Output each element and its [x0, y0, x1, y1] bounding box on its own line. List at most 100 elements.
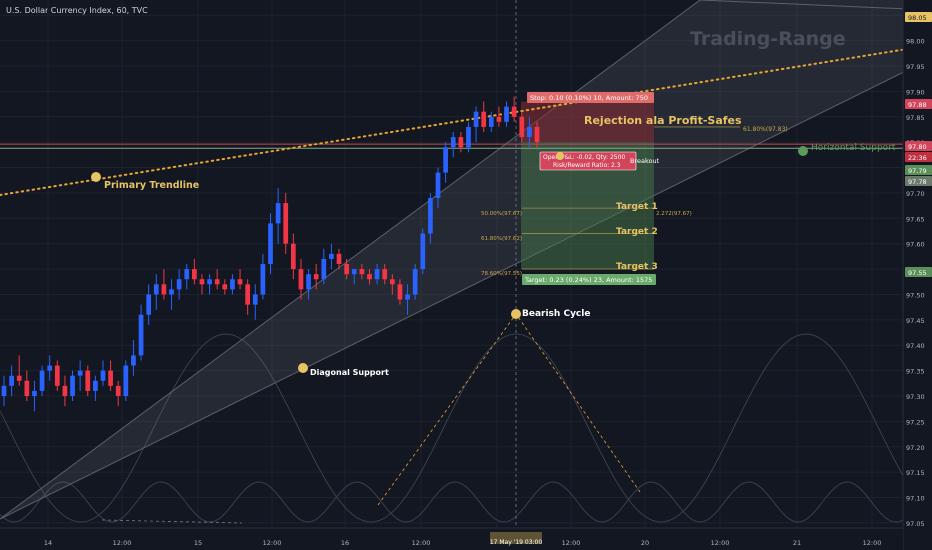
candle-body [275, 203, 281, 224]
candle-body [131, 355, 136, 366]
y-tick-label: 97.65 [906, 215, 925, 223]
candle-body [39, 370, 45, 391]
stop-box [527, 92, 654, 103]
x-tick-label: 20 [641, 539, 649, 547]
price-tag [905, 141, 932, 151]
candle-body [191, 269, 197, 280]
horizontal-support-marker [798, 146, 808, 156]
candle-body [16, 375, 22, 381]
target-box [522, 274, 656, 285]
price-tag [905, 165, 932, 175]
x-tick-label: 12:00 [863, 539, 882, 547]
risk-reward-label: Risk/Reward Ratio: 2.3 [553, 162, 621, 169]
candle-body [108, 370, 113, 386]
candle-body [481, 111, 487, 127]
candle-body [47, 365, 53, 371]
y-tick-label: 97.20 [906, 444, 925, 452]
primary-trendline-marker [91, 172, 101, 182]
crosshair-time-label: 17 May '19 03:00 [490, 539, 543, 546]
candle-body [9, 375, 14, 386]
candle-body [252, 294, 258, 305]
candle-body [466, 126, 471, 148]
price-tag [905, 267, 932, 277]
price-tag-label: 97.55 [908, 269, 927, 277]
candle-body [321, 258, 327, 280]
y-tick-label: 97.05 [906, 520, 925, 528]
diagonal-support-label: Diagonal Support [310, 368, 389, 377]
price-tag [905, 176, 932, 186]
x-tick-label: 12:00 [263, 539, 282, 547]
candle-body [367, 274, 372, 280]
candle-body [336, 253, 342, 264]
candle-body [207, 279, 212, 285]
candle-body [374, 269, 380, 280]
candle-body [443, 147, 448, 173]
candle-body [77, 370, 83, 376]
candle-body [24, 380, 30, 396]
candle-body [397, 284, 403, 300]
candle-body [237, 279, 243, 285]
x-tick-label: 12:00 [562, 539, 581, 547]
candle-body [511, 106, 517, 117]
y-tick-label: 97.70 [906, 190, 925, 198]
horizontal-support-label: Horizontal Support [811, 143, 896, 153]
bearish-cycle-marker [511, 309, 521, 319]
y-tick-label: 97.30 [906, 393, 925, 401]
primary-trendline-label: Primary Trendline [104, 180, 199, 191]
x-tick-label: 12:00 [711, 539, 730, 547]
x-tick-label: 21 [793, 539, 801, 547]
candle-body [405, 294, 410, 300]
candle-body [260, 264, 266, 295]
cycle-wave-short [0, 481, 904, 523]
candle-body [115, 385, 121, 396]
candle-body [382, 269, 388, 280]
channel-lower-line [0, 57, 932, 520]
candle-body [504, 106, 509, 122]
candle-body [450, 137, 456, 148]
stop-box-label: Stop: 0.10 (0.10%) 10, Amount: 750 [530, 94, 648, 102]
candle-body [161, 284, 167, 295]
candle-body [420, 233, 426, 270]
candle-body [230, 279, 235, 290]
y-tick-label: 97.85 [906, 114, 925, 122]
candle-body [298, 269, 304, 290]
channel-top-line [699, 0, 932, 11]
candle-body [359, 269, 365, 275]
y-tick-label: 97.15 [906, 469, 925, 477]
price-tag-label: 97.78 [908, 178, 927, 186]
diagonal-support-marker [298, 363, 308, 373]
rejection-label: Rejection ala Profit-Safes [584, 114, 742, 127]
cycle-wave-long [0, 333, 904, 523]
y-tick-label: 97.90 [906, 88, 925, 96]
candle-body [306, 274, 311, 290]
y-tick-label: 97.45 [906, 317, 925, 325]
fib-618-label: 61.80%(97.62) [481, 236, 522, 242]
price-tag [905, 99, 932, 109]
candle-body [519, 116, 525, 138]
time-axis [0, 528, 903, 550]
x-tick-label: 12:00 [412, 539, 431, 547]
candle-body [138, 314, 144, 356]
bearish-cycle-label: Bearish Cycle [522, 309, 590, 319]
candle-body [534, 126, 540, 143]
cycle-baseline [101, 519, 243, 524]
candle-body [1, 385, 7, 396]
candle-body [54, 365, 60, 386]
pnl-box [539, 151, 637, 171]
candle-body [473, 111, 479, 127]
candle-body [245, 284, 251, 305]
y-tick-label: 97.50 [906, 291, 925, 299]
channel-upper-line [0, 0, 701, 520]
candle-body [428, 198, 433, 234]
symbol-title: U.S. Dollar Currency Index, 60, TVC [6, 6, 148, 15]
candle-body [313, 274, 319, 280]
x-tick-label: 14 [44, 539, 52, 547]
y-tick-label: 97.60 [906, 241, 925, 249]
y-tick-label: 97.25 [906, 418, 925, 426]
candle-body [344, 264, 350, 275]
candle-body [222, 284, 228, 290]
candle-body [70, 375, 75, 396]
candle-body [93, 380, 98, 391]
open-pnl-label: Open P&L: -0.02, Qty: 2500 [543, 154, 625, 161]
